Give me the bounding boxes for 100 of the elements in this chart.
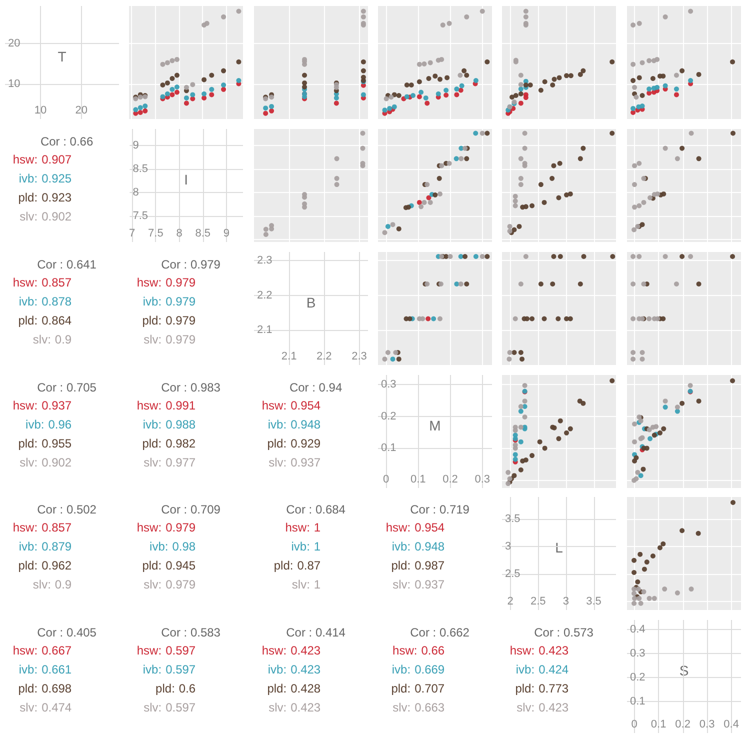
data-label: 0.954 (414, 520, 445, 534)
data-label: 0.923 (42, 190, 72, 204)
legend-label: ivb: (268, 417, 287, 432)
y-tick-label: 0.1 (630, 696, 646, 708)
data-label: 0.979 (166, 332, 196, 346)
data-label: 0.98 (172, 539, 196, 554)
legend-label: pld: (391, 558, 411, 572)
text: Cor : 0.405 (37, 625, 97, 640)
y-tick-label: 9 (132, 139, 139, 152)
y-tick-label: 8 (132, 186, 139, 199)
y-tick-label: 2.2 (257, 289, 272, 302)
data-label: 1 (314, 539, 321, 554)
legend-label: slv: (32, 577, 51, 592)
text: Cor : 0.573 (534, 625, 594, 640)
data-label: 0.6 (178, 681, 196, 696)
legend-label: pld: (267, 436, 287, 450)
annotation: T (58, 48, 67, 65)
data-label: 0.424 (538, 662, 569, 676)
legend-label: hsw: (136, 275, 162, 290)
y-tick-label: 0.2 (630, 672, 646, 684)
x-tick-label: 7 (128, 228, 136, 240)
legend-label: ivb: (18, 539, 38, 554)
data-label: 0.979 (166, 520, 196, 534)
data-label: 0.948 (414, 539, 445, 554)
legend-label: pld: (267, 681, 287, 696)
legend-label: hsw: (285, 520, 310, 534)
data-label: 0.937 (42, 398, 72, 412)
text: Cor : 0.979 (161, 257, 221, 272)
text: Cor : 0.684 (286, 502, 346, 516)
data-label: 0.707 (414, 681, 445, 696)
legend-label: hsw: (12, 152, 38, 166)
data-label: 0.857 (42, 520, 72, 534)
data-label: 0.902 (42, 455, 72, 470)
data-label: 0.988 (166, 417, 196, 432)
y-tick-label: 0.3 (630, 648, 646, 660)
legend-label: hsw: (136, 520, 162, 534)
data-label: 0.991 (166, 398, 196, 412)
legend-label: slv: (144, 700, 162, 714)
data-label: 0.979 (166, 313, 196, 328)
x-tick-label: 0.2 (442, 474, 458, 486)
legend-label: slv: (144, 332, 162, 346)
data-label: 0.474 (42, 700, 72, 714)
legend-label: ivb: (142, 662, 162, 676)
data-label: 0.878 (42, 294, 72, 308)
legend-label: pld: (274, 558, 294, 572)
legend-label: pld: (156, 681, 175, 696)
data-label: 0.879 (42, 539, 72, 554)
data-label: 0.907 (42, 152, 72, 166)
x-tick-label: 0.1 (650, 718, 666, 730)
text: Cor : 0.502 (37, 502, 97, 516)
y-tick-label: 3.5 (505, 513, 520, 526)
y-tick-label: 2.5 (505, 568, 520, 580)
data-label: 0.428 (290, 681, 321, 696)
annotation: M (429, 418, 441, 434)
x-tick-label: 2.5 (530, 596, 546, 608)
data-label: 1 (314, 577, 321, 592)
text: Cor : 0.709 (161, 502, 221, 516)
legend-label: pld: (142, 313, 162, 328)
legend-label: pld: (142, 436, 162, 450)
data-label: 0.423 (290, 700, 321, 714)
legend-label: ivb: (18, 171, 38, 186)
data-label: 0.979 (166, 275, 196, 290)
legend-label: ivb: (268, 662, 287, 676)
data-label: 1 (314, 520, 321, 534)
text: Cor : 0.662 (410, 625, 470, 640)
data-label: 0.698 (42, 681, 72, 696)
legend-label: ivb: (392, 662, 411, 676)
legend-label: slv: (392, 700, 411, 714)
data-label: 0.962 (42, 558, 72, 572)
legend-label: slv: (268, 700, 287, 714)
legend-label: slv: (516, 700, 535, 714)
legend-label: slv: (392, 577, 411, 592)
legend-label: hsw: (136, 643, 162, 658)
data-label: 0.945 (166, 558, 196, 572)
data-label: 0.987 (414, 558, 445, 572)
legend-label: pld: (18, 313, 38, 328)
x-tick-label: 7.5 (148, 228, 164, 240)
x-tick-label: 2.3 (352, 350, 367, 362)
legend-label: pld: (515, 681, 535, 696)
data-label: 0.96 (48, 417, 72, 432)
legend-label: slv: (20, 455, 38, 470)
y-tick-label: 2.1 (257, 324, 272, 336)
x-tick-label: 0 (631, 718, 638, 730)
x-tick-label: 8 (176, 228, 182, 240)
annotation: I (184, 172, 188, 188)
data-label: 0.937 (414, 577, 445, 592)
legend-label: ivb: (392, 539, 411, 554)
x-tick-label: 0.2 (675, 718, 690, 730)
x-tick-label: 0.1 (410, 474, 426, 486)
y-tick-label: 0.4 (630, 624, 646, 636)
legend-label: ivb: (516, 662, 535, 676)
legend-label: ivb: (26, 417, 44, 432)
data-label: 0.423 (290, 643, 321, 658)
legend-label: pld: (391, 681, 411, 696)
legend-label: hsw: (12, 643, 38, 658)
data-label: 0.669 (414, 662, 445, 676)
text: Cor : 0.719 (410, 502, 470, 516)
legend-label: ivb: (291, 539, 310, 554)
legend-label: pld: (18, 681, 38, 696)
text: Cor : 0.641 (37, 257, 97, 272)
